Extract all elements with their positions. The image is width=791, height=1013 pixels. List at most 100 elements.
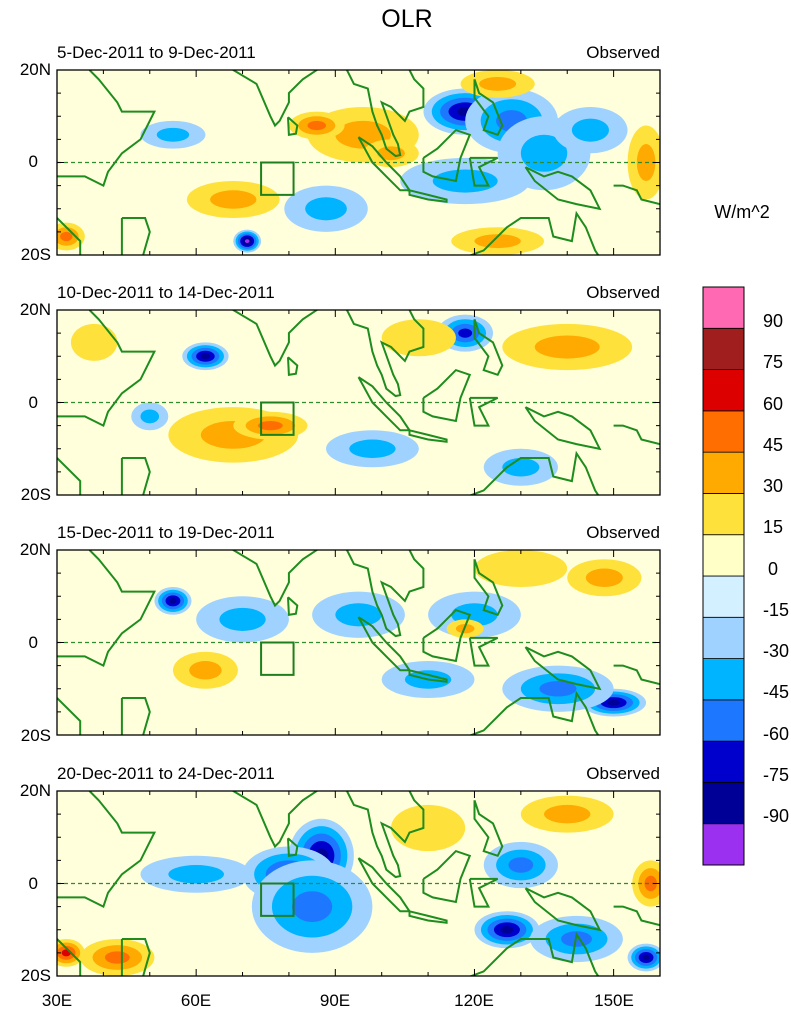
panel-3-coast-13 xyxy=(613,664,660,686)
panel-3: 15-Dec-2011 to 19-Dec-2011 Observed 20N … xyxy=(20,523,661,745)
panel-3-coastlines xyxy=(57,550,660,735)
panel-4-anomaly-3-level-2 xyxy=(508,857,534,873)
xtick-90e: 90E xyxy=(320,991,350,1010)
panel-1-coast-7 xyxy=(422,128,472,183)
panel-2-anomaly-4-level-1 xyxy=(502,458,540,477)
panel-3-ticks xyxy=(56,549,661,736)
colorbar-swatch-11 xyxy=(702,369,745,412)
panel-3-coast-10 xyxy=(473,558,504,617)
colorbar-swatch-5 xyxy=(702,616,745,659)
panel-3-anomaly-2-level-1 xyxy=(335,603,382,627)
panel-2-anomaly-6-level-2 xyxy=(258,421,283,431)
colorbar-label-m30: -30 xyxy=(763,641,789,661)
panel-3-coast-4 xyxy=(345,550,425,638)
panel-1-coast-11 xyxy=(468,210,600,255)
panel-3-ytick-0: 0 xyxy=(29,633,38,652)
panel-1-ytick-0: 0 xyxy=(29,152,38,171)
panel-4-coast-10 xyxy=(473,799,504,858)
panel-2-period: 10-Dec-2011 to 14-Dec-2011 xyxy=(57,283,275,302)
panel-3-anomaly-8-level-1 xyxy=(585,568,623,587)
panel-3-coast-2 xyxy=(232,550,319,608)
panel-1-ytick-20n: 20N xyxy=(20,60,51,79)
colorbar-swatch-13 xyxy=(702,286,745,329)
panel-1: 5-Dec-2011 to 9-Dec-2011 Observed 20N 0 … xyxy=(20,43,661,264)
colorbar-label-0: 0 xyxy=(768,559,778,579)
panel-2-anomaly-1-level-3 xyxy=(458,328,473,338)
panel-2-coast-10 xyxy=(473,318,504,377)
panel-3-ytick-20s: 20S xyxy=(21,726,51,745)
colorbar-swatch-8 xyxy=(702,493,745,536)
panel-1-label: Observed xyxy=(586,43,660,62)
panel-1-anomaly-5-level-1 xyxy=(156,127,190,142)
panel-1-ticks xyxy=(56,69,661,256)
panel-3-anomaly-1-level-1 xyxy=(219,607,266,631)
colorbar-label-75: 75 xyxy=(763,352,783,372)
panel-4-ytick-20s: 20S xyxy=(21,966,51,985)
panel-1-box-region xyxy=(260,161,295,196)
panel-4-coast-12 xyxy=(120,938,151,976)
panel-3-coast-9 xyxy=(524,646,602,691)
colorbar-swatch-2 xyxy=(702,740,745,783)
panel-1-olr-field xyxy=(57,70,660,255)
panel-4: 20-Dec-2011 to 24-Dec-2011 Observed 20N … xyxy=(20,764,661,985)
panel-1-coast-2 xyxy=(232,70,319,128)
panel-4-anomaly-2-level-2 xyxy=(292,891,333,923)
colorbar-swatch-0 xyxy=(702,823,745,866)
panel-4-olr-field xyxy=(57,791,660,976)
panel-4-anomaly-5-level-4 xyxy=(642,954,650,961)
colorbar-swatch-1 xyxy=(702,782,745,825)
colorbar-swatch-9 xyxy=(702,451,745,494)
panel-3-anomaly-0-level-4 xyxy=(169,598,177,604)
panel-2-coast-8 xyxy=(468,396,499,427)
colorbar-swatch-3 xyxy=(702,699,745,742)
xtick-60e: 60E xyxy=(181,991,211,1010)
panel-4-coast-3 xyxy=(287,837,299,857)
panel-4-coast-0 xyxy=(57,791,157,909)
panel-2-coast-9 xyxy=(524,406,602,451)
panel-1-coast-0 xyxy=(57,70,157,188)
panel-3-anomaly-9-level-0 xyxy=(474,550,568,587)
panel-3-period: 15-Dec-2011 to 19-Dec-2011 xyxy=(57,523,275,542)
panel-3-coast-7 xyxy=(422,608,472,663)
panel-3-anomaly-7-level-1 xyxy=(189,661,222,680)
colorbar-label-60: 60 xyxy=(763,394,783,414)
panel-3-anomaly-4-level-4 xyxy=(607,699,621,706)
panel-3-coast-1 xyxy=(177,550,180,551)
panel-2-coast-0 xyxy=(57,310,157,428)
panel-4-label: Observed xyxy=(586,764,660,783)
panel-4-coast-9 xyxy=(524,887,602,932)
panel-1-coast-14 xyxy=(57,217,82,255)
panel-1-ytick-20s: 20S xyxy=(21,245,51,264)
units-label: W/m^2 xyxy=(714,202,769,222)
panel-1-coast-12 xyxy=(120,217,151,255)
panel-1-anomaly-14-level-2 xyxy=(60,231,73,242)
panel-1-anomaly-15-level-1 xyxy=(474,234,521,249)
panel-2-anomaly-9-level-0 xyxy=(70,323,118,361)
panel-2-coast-1 xyxy=(177,310,180,311)
panel-2-coast-7 xyxy=(422,368,472,423)
panel-4-coast-2 xyxy=(232,791,319,849)
panel-3-coast-0 xyxy=(57,550,157,668)
panel-2-label: Observed xyxy=(586,283,660,302)
panel-3-coast-3 xyxy=(287,596,299,616)
panel-4-coast-4 xyxy=(345,791,425,879)
colorbar-label-m75: -75 xyxy=(763,765,789,785)
panel-3-label: Observed xyxy=(586,523,660,542)
panel-2-anomaly-2-level-1 xyxy=(140,409,160,424)
panel-4-box-region xyxy=(260,882,295,917)
colorbar-frame xyxy=(702,286,745,866)
panel-3-coast-8 xyxy=(468,636,499,667)
panel-3-ytick-20n: 20N xyxy=(20,540,51,559)
panel-2-anomaly-0-level-4 xyxy=(200,353,211,360)
panel-4-anomaly-8-level-2 xyxy=(104,951,130,964)
panel-2-coast-6 xyxy=(408,429,448,443)
panel-1-anomaly-3-level-1 xyxy=(571,118,609,142)
panel-1-anomaly-10-level-2 xyxy=(307,120,327,131)
panel-3-coast-6 xyxy=(408,669,448,683)
panel-1-coast-3 xyxy=(287,116,299,136)
panel-2-ytick-0: 0 xyxy=(29,393,38,412)
chart-title: OLR xyxy=(381,5,432,33)
panel-4-coast-7 xyxy=(422,849,472,904)
colorbar-label-m60: -60 xyxy=(763,724,789,744)
